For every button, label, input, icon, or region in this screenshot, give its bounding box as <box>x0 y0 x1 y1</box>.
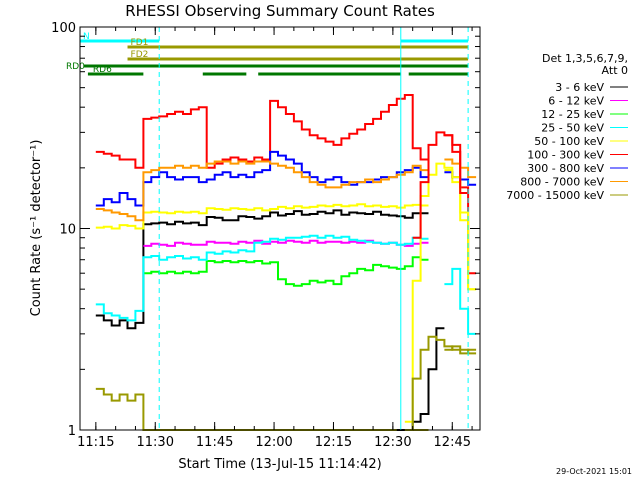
plot-series <box>95 94 477 431</box>
legend-label: 6 - 12 keV <box>548 95 604 108</box>
series-extra-1 <box>404 162 477 423</box>
series-extra-3 <box>404 335 477 431</box>
chart-title: RHESSI Observing Summary Count Rates <box>125 2 435 20</box>
flag-label-rd6: RD6 <box>93 65 112 75</box>
y-axis-title: Count Rate (s⁻¹ detector⁻¹) <box>29 140 44 317</box>
legend-header-line: Att 0 <box>602 64 628 77</box>
footer-timestamp: 29-Oct-2021 15:01 <box>556 467 632 476</box>
flag-label-n: N <box>83 32 90 42</box>
x-tick-label: 11:30 <box>137 435 174 450</box>
y-tick-label: 1 <box>68 424 76 439</box>
vertical-lines <box>158 27 469 430</box>
flag-label-fd1: FD1 <box>131 38 149 48</box>
y-tick-label: 10 <box>59 223 76 238</box>
x-tick-label: 12:45 <box>434 435 471 450</box>
series-line-5 <box>95 94 477 275</box>
series-line-2 <box>143 256 429 287</box>
series-extra-2 <box>412 131 469 239</box>
x-tick-label: 12:00 <box>255 435 292 450</box>
legend-label: 100 - 300 keV <box>527 149 604 162</box>
y-axis: 1 10 100 <box>51 21 480 439</box>
series-line-8 <box>95 345 477 431</box>
flags-layer: N FD1 FD2 RD0 RD6 <box>66 32 469 76</box>
legend-label: 3 - 6 keV <box>555 81 604 94</box>
legend-header-line: Det 1,3,5,6,7,9, <box>542 52 628 65</box>
x-tick-label: 11:15 <box>77 435 114 450</box>
flag-label-fd2: FD2 <box>131 50 149 60</box>
legend-label: 50 - 100 keV <box>534 135 604 148</box>
legend-label: 7000 - 15000 keV <box>506 189 604 202</box>
x-tick-label: 12:30 <box>374 435 411 450</box>
series-line-0 <box>95 209 429 330</box>
x-axis-title: Start Time (13-Jul-15 11:14:42) <box>178 457 381 472</box>
y-tick-label: 100 <box>51 21 76 36</box>
series-line-6 <box>95 150 477 207</box>
legend-label: 12 - 25 keV <box>541 108 604 121</box>
series-line-3 <box>95 234 477 335</box>
legend-label: 25 - 50 keV <box>541 122 604 135</box>
flag-label-rd0: RD0 <box>66 62 85 72</box>
x-axis: 11:15 11:30 11:45 12:00 12:15 12:30 12:45 <box>77 27 473 450</box>
x-tick-label: 12:15 <box>315 435 352 450</box>
legend-label: 800 - 7000 keV <box>520 176 604 189</box>
x-tick-label: 11:45 <box>196 435 233 450</box>
legend-label: 300 - 800 keV <box>527 162 604 175</box>
